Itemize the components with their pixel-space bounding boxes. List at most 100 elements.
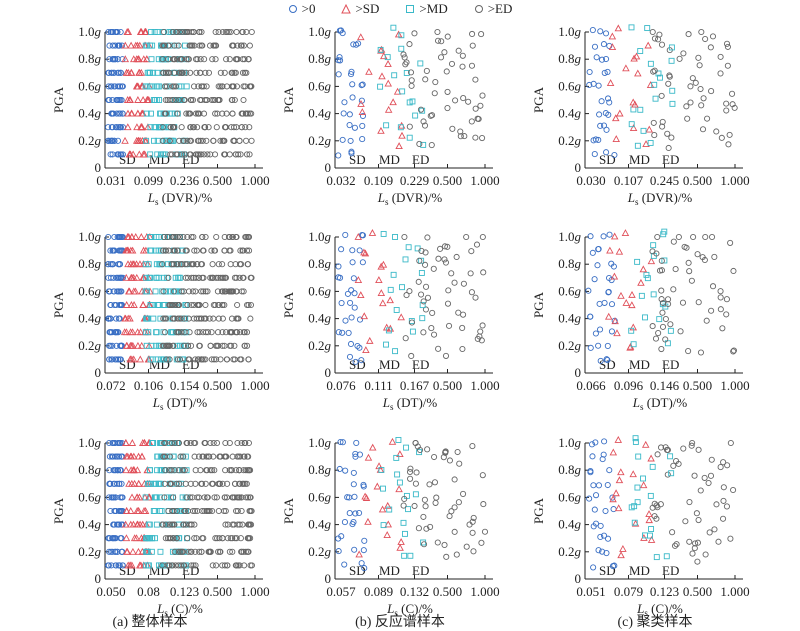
data-point-ed xyxy=(470,514,477,521)
x-tick-label: 0.096 xyxy=(614,378,644,393)
data-point-0 xyxy=(337,27,345,34)
data-point-0 xyxy=(588,441,596,448)
data-point-sd xyxy=(122,439,130,446)
data-point-sd xyxy=(140,150,149,158)
data-point-0 xyxy=(339,329,346,336)
x-label-rest: (DT)/% xyxy=(164,395,208,410)
data-point-md xyxy=(383,341,389,348)
data-point-ed xyxy=(232,151,239,158)
data-point-ed xyxy=(706,529,713,536)
y-tick-label: 0.8g xyxy=(78,462,101,477)
data-point-ed xyxy=(692,540,699,547)
data-point-ed xyxy=(480,269,487,276)
data-point-ed xyxy=(429,309,436,316)
data-point-ed xyxy=(247,301,255,309)
y-tick-label: 0.8g xyxy=(308,462,331,477)
data-point-ed xyxy=(170,535,177,542)
data-point-ed xyxy=(401,495,408,502)
data-point-md xyxy=(147,467,153,474)
data-point-0 xyxy=(600,41,607,48)
data-point-md xyxy=(147,234,154,240)
legend-label-ed: >ED xyxy=(487,1,513,16)
data-point-sd xyxy=(125,287,133,295)
x-axis-label: Ls (DVR)/% xyxy=(147,190,213,207)
data-point-0 xyxy=(111,137,118,144)
data-point-0 xyxy=(587,313,594,320)
data-point-0 xyxy=(589,249,596,256)
data-point-ed xyxy=(231,494,238,501)
data-point-sd xyxy=(612,135,620,142)
x-tick-label: 0.500 xyxy=(683,584,712,599)
data-point-0 xyxy=(110,494,117,501)
data-point-ed xyxy=(424,294,432,301)
x-tick-label: 1.000 xyxy=(240,378,269,393)
data-point-md xyxy=(668,44,675,51)
data-point-sd xyxy=(629,470,637,478)
data-point-sd xyxy=(383,501,392,509)
x-tick-label: 0.500 xyxy=(433,584,462,599)
data-point-ed xyxy=(701,474,708,481)
threshold-label-ed: ED xyxy=(412,357,429,372)
data-point-ed xyxy=(403,292,410,299)
data-point-ed xyxy=(463,233,470,241)
data-point-ed xyxy=(237,535,244,542)
data-point-ed xyxy=(720,484,727,491)
data-point-0 xyxy=(117,28,124,36)
y-tick-unit: g xyxy=(575,517,582,532)
x-label-sub: s xyxy=(390,402,394,412)
data-point-ed xyxy=(433,494,440,501)
data-point-md xyxy=(158,508,165,514)
data-point-0 xyxy=(106,342,113,349)
data-point-sd xyxy=(137,28,146,35)
data-point-ed xyxy=(196,548,203,555)
data-point-0 xyxy=(340,110,347,117)
data-point-0 xyxy=(335,57,342,64)
data-point-0 xyxy=(337,438,344,446)
data-point-ed xyxy=(210,301,217,309)
data-point-0 xyxy=(335,71,342,78)
data-point-ed xyxy=(657,501,664,508)
data-point-sd xyxy=(140,507,148,514)
data-point-sd xyxy=(614,504,623,512)
data-point-0 xyxy=(111,301,118,309)
data-point-ed xyxy=(195,494,203,501)
data-point-md xyxy=(157,356,164,363)
y-tick-unit: g xyxy=(575,435,582,450)
data-point-sd xyxy=(121,55,130,63)
data-point-0 xyxy=(106,439,113,447)
data-point-ed xyxy=(192,274,199,281)
data-point-ed xyxy=(434,37,442,44)
data-point-ed xyxy=(161,315,168,322)
data-point-ed xyxy=(191,535,198,542)
data-point-sd xyxy=(608,32,617,40)
data-point-sd xyxy=(122,273,131,281)
data-point-sd xyxy=(134,96,142,103)
x-label-l: L xyxy=(386,601,394,616)
data-point-ed xyxy=(177,315,184,322)
data-point-ed xyxy=(167,151,174,158)
data-point-sd xyxy=(121,136,129,144)
data-point-sd xyxy=(628,301,636,309)
data-point-0 xyxy=(600,451,607,458)
data-point-ed xyxy=(454,448,461,456)
data-point-0 xyxy=(349,247,356,254)
data-point-0 xyxy=(600,233,607,240)
data-point-0 xyxy=(597,28,604,35)
data-point-sd xyxy=(634,69,642,77)
data-point-ed xyxy=(702,551,709,558)
data-point-ed xyxy=(190,233,197,241)
data-point-sd xyxy=(645,125,654,133)
data-point-sd xyxy=(128,439,137,446)
data-point-ed xyxy=(166,96,173,104)
legend-marker-triangle-icon xyxy=(341,4,352,14)
data-point-ed xyxy=(210,356,218,363)
data-point-0 xyxy=(346,510,353,517)
data-point-0 xyxy=(347,340,355,348)
data-point-ed xyxy=(196,329,203,336)
data-point-ed xyxy=(219,110,226,117)
data-point-sd xyxy=(622,64,630,72)
data-point-ed xyxy=(229,110,236,117)
data-point-md xyxy=(402,530,408,537)
data-point-ed xyxy=(651,67,658,74)
data-point-md xyxy=(142,494,149,501)
